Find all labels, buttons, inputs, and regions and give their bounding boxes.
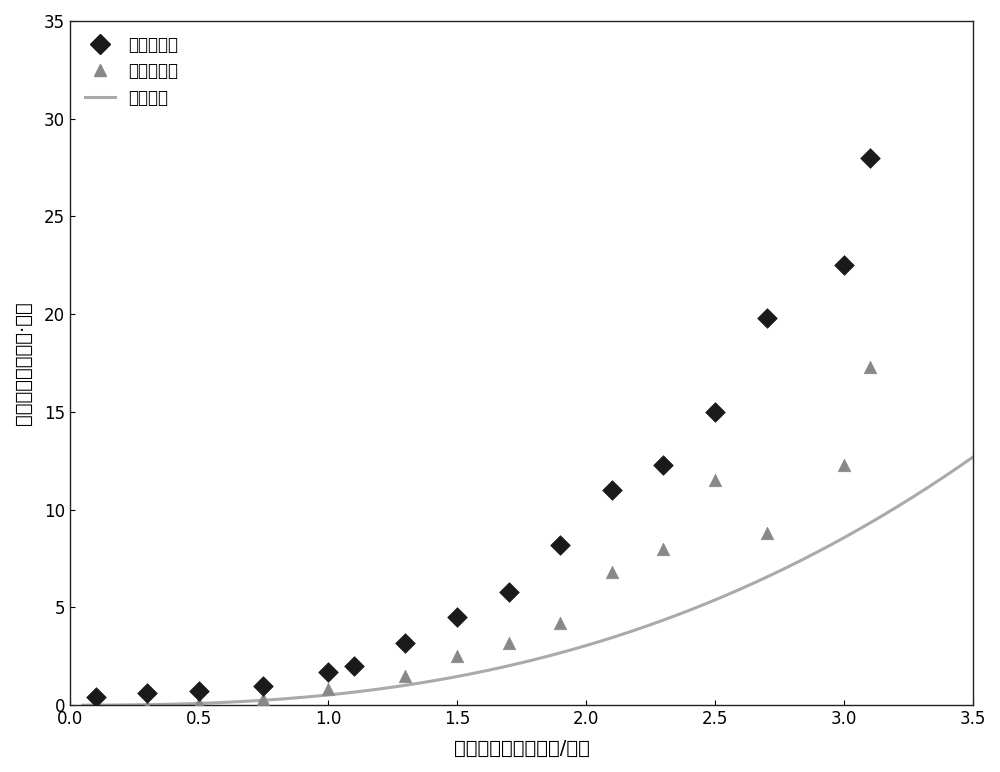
Point [139,701,155,713]
Point [320,665,336,678]
Point [759,527,775,540]
Point [862,151,878,164]
Point [707,474,723,486]
Y-axis label: 聚合物粘度（毫帕·秒）: 聚合物粘度（毫帕·秒） [14,301,33,425]
Point [501,586,517,598]
Point [191,686,207,698]
Point [397,636,413,648]
Point [759,312,775,324]
Point [862,361,878,373]
Point [346,660,362,672]
Point [552,539,568,551]
Legend: 机械降解前, 机械降解后, 拟合曲线: 机械降解前, 机械降解后, 拟合曲线 [78,29,185,113]
Point [320,683,336,696]
Point [191,697,207,709]
Point [449,611,465,623]
Point [501,636,517,648]
Point [655,459,671,471]
Point [836,259,852,272]
Point [88,691,104,703]
X-axis label: 聚合物溶液浓度（克/升）: 聚合物溶液浓度（克/升） [454,739,589,758]
Point [604,566,620,578]
Point [552,617,568,629]
Point [836,459,852,471]
Point [604,484,620,496]
Point [255,693,271,706]
Point [449,650,465,662]
Point [139,687,155,699]
Point [707,406,723,418]
Point [255,679,271,692]
Point [655,543,671,555]
Point [397,669,413,682]
